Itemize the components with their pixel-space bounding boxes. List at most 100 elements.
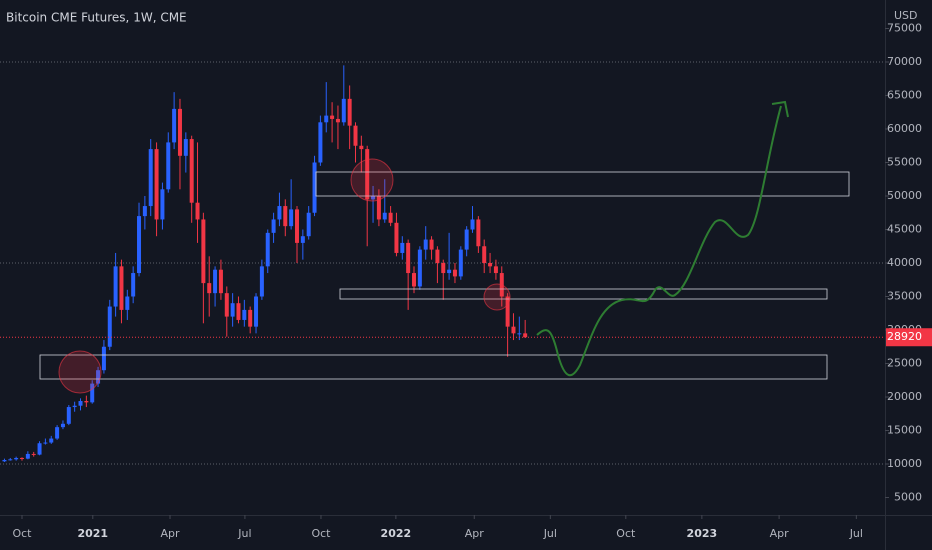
candle-body xyxy=(441,263,446,274)
candle-body xyxy=(183,139,188,156)
candle-body xyxy=(259,266,264,297)
candle-body xyxy=(195,202,200,220)
candle-body xyxy=(207,283,212,294)
candle-body xyxy=(113,266,118,307)
candle-body xyxy=(271,219,276,233)
y-axis-label: USD xyxy=(894,9,918,22)
x-tick-label: Jul xyxy=(849,527,863,540)
candle-body xyxy=(318,122,323,163)
y-tick-label: 45000 xyxy=(887,223,922,236)
candle-body xyxy=(359,145,364,150)
chart-title: Bitcoin CME Futures, 1W, CME xyxy=(6,11,187,25)
candle-body xyxy=(417,249,422,287)
candle-body xyxy=(300,236,305,243)
candle-body xyxy=(294,209,299,243)
x-tick-label: Jul xyxy=(237,527,251,540)
annotations xyxy=(39,100,850,394)
candle-body xyxy=(49,438,54,443)
y-tick-label: 15000 xyxy=(887,423,922,436)
candle-body xyxy=(382,212,387,220)
candle-body xyxy=(84,401,89,403)
y-tick-label: 75000 xyxy=(887,22,922,35)
y-tick-label: 20000 xyxy=(887,390,922,403)
y-tick-label: 60000 xyxy=(887,122,922,135)
x-tick-label: 2022 xyxy=(381,527,412,540)
candle-body xyxy=(458,249,463,277)
candle-body xyxy=(371,196,376,200)
candle-body xyxy=(37,443,42,455)
candle-body xyxy=(523,333,528,338)
candle-body xyxy=(189,139,194,203)
candle-body xyxy=(172,108,177,143)
candle-body xyxy=(177,108,182,156)
x-tick-label: Apr xyxy=(465,527,485,540)
candle-body xyxy=(412,273,417,287)
zone-box xyxy=(339,288,828,300)
candle-body xyxy=(96,370,101,384)
candle-body xyxy=(166,142,171,190)
candle-body xyxy=(230,303,235,317)
candle-body xyxy=(242,309,247,320)
x-tick-label: Oct xyxy=(12,527,32,540)
candle-body xyxy=(213,269,218,294)
y-tick-label: 55000 xyxy=(887,156,922,169)
candle-body xyxy=(447,269,452,274)
candle-body xyxy=(201,219,206,284)
candle-body xyxy=(8,459,13,461)
candle-body xyxy=(406,242,411,274)
x-tick-label: Apr xyxy=(161,527,181,540)
candle-body xyxy=(55,427,60,439)
candle-body xyxy=(335,118,340,123)
candle-body xyxy=(107,306,112,347)
candle-body xyxy=(470,219,475,230)
candle-body xyxy=(137,216,142,274)
candle-body xyxy=(160,189,165,220)
zone-box xyxy=(39,354,828,380)
y-tick-label: 50000 xyxy=(887,189,922,202)
candle-body xyxy=(90,383,95,403)
candle-body xyxy=(517,333,522,335)
candle-body xyxy=(19,457,24,459)
candle-body xyxy=(125,296,130,310)
candle-body xyxy=(236,303,241,320)
axes: 5000100001500020000250003000035000400004… xyxy=(12,22,932,540)
candle-body xyxy=(43,442,48,444)
zone-box xyxy=(315,171,850,197)
candle-body xyxy=(493,266,498,274)
candle-body xyxy=(435,249,440,264)
candle-body xyxy=(464,229,469,250)
y-tick-label: 25000 xyxy=(887,357,922,370)
candle-body xyxy=(505,296,510,327)
y-tick-label: 35000 xyxy=(887,290,922,303)
candle-body xyxy=(394,222,399,253)
y-tick-label: 10000 xyxy=(887,457,922,470)
candle-body xyxy=(347,98,352,126)
y-tick-label: 5000 xyxy=(894,490,922,503)
candle-body xyxy=(353,125,358,146)
x-tick-label: 2023 xyxy=(687,527,718,540)
candle-body xyxy=(341,98,346,123)
candle-body xyxy=(289,209,294,227)
candle-body xyxy=(119,266,124,310)
candle-body xyxy=(224,293,229,317)
candle-body xyxy=(324,115,329,123)
candle-body xyxy=(142,206,147,217)
candle-body xyxy=(254,296,259,327)
y-tick-label: 65000 xyxy=(887,89,922,102)
candle-body xyxy=(482,246,487,264)
candle-body xyxy=(283,206,288,227)
candle-body xyxy=(101,346,106,371)
candle-body xyxy=(388,212,393,223)
highlight-circle xyxy=(58,350,102,394)
projection-arrowhead xyxy=(771,100,789,118)
candle-body xyxy=(154,149,159,220)
candle-body xyxy=(400,242,405,253)
candle-body xyxy=(476,219,481,247)
last-price-tag xyxy=(886,328,932,347)
candle-body xyxy=(423,239,428,250)
candle-body xyxy=(72,405,77,408)
candle-body xyxy=(31,453,36,455)
candle-body xyxy=(131,273,136,297)
